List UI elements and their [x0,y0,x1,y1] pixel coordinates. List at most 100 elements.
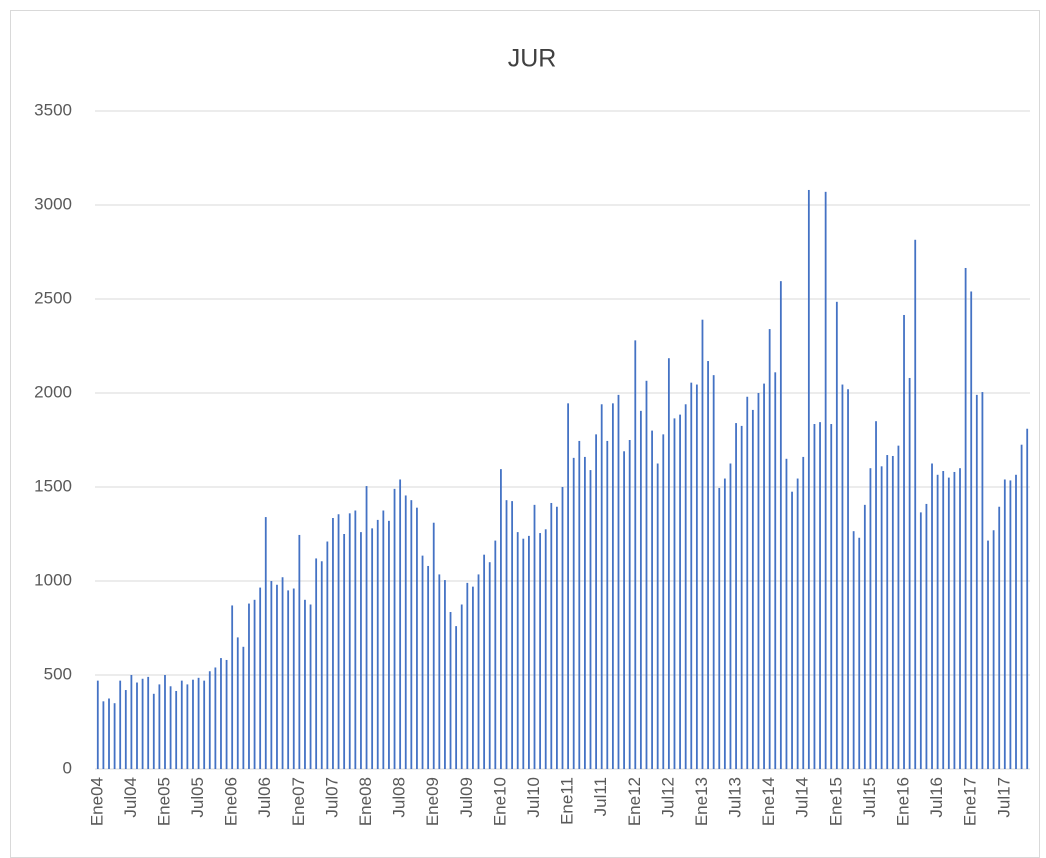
x-tick-label: Ene16 [894,777,913,826]
bar [897,445,900,769]
bar [197,677,200,769]
bar [427,565,430,769]
x-tick-label: Ene04 [87,777,106,826]
bar [130,675,133,769]
bar [1015,474,1017,769]
bar [813,424,816,769]
bar [332,518,334,769]
bar [192,679,194,769]
bar [925,503,928,769]
x-tick-label: Ene10 [490,777,509,826]
bar [595,434,597,769]
bar [998,506,1001,769]
bar [679,414,681,769]
x-tick-label: Ene07 [289,777,308,826]
bar [180,680,183,769]
bar [875,421,877,769]
bar [981,392,984,769]
bar [236,637,239,769]
bar [931,463,933,769]
x-tick-label: Jul05 [188,777,207,818]
bar [796,478,799,769]
bar [108,698,110,769]
bar [1026,428,1029,769]
bar [147,676,150,769]
bar [583,456,586,769]
bar [113,703,116,769]
bar [891,455,894,769]
bar [785,458,788,769]
bar [505,500,508,769]
bar [220,658,222,769]
bar [959,468,961,769]
y-tick-label: 2000 [34,382,72,401]
x-tick-label: Ene05 [154,777,173,826]
bar [270,581,273,769]
bar [908,377,911,769]
bar [298,534,301,769]
y-tick-label: 0 [63,758,72,777]
bar [354,510,357,769]
bar [248,603,250,769]
bar [600,404,603,769]
y-tick-label: 3000 [34,194,72,213]
bar [751,409,754,769]
bar [516,532,519,769]
bar [942,471,945,769]
x-tick-label: Ene13 [692,777,711,826]
bar [841,384,844,769]
bar [617,394,620,769]
bar [477,574,480,769]
y-tick-label: 1500 [34,476,72,495]
bar [735,423,737,769]
bar [421,555,424,769]
bar [208,671,211,769]
bar [863,504,866,769]
bar [186,684,189,769]
bar [315,558,318,769]
bar [264,517,267,769]
bar [309,604,312,769]
bar [500,469,502,769]
y-tick-label: 2500 [34,288,72,307]
bar [119,680,122,769]
bar [124,690,127,769]
bar [824,191,827,770]
x-tick-label: Ene15 [826,777,845,826]
bar [746,396,749,769]
bar [455,626,458,769]
bar [320,561,323,769]
bar [141,678,144,769]
bar [690,382,693,769]
bar [662,434,665,769]
bar [561,487,564,769]
x-tick-label: Ene12 [625,777,644,826]
bar [589,470,592,769]
bar [348,513,351,769]
y-tick-label: 500 [44,664,72,683]
bar [460,604,463,769]
bar [466,582,469,769]
bar [779,281,782,769]
bar [970,291,973,769]
bar [225,659,228,769]
bar [623,451,625,769]
bar [684,404,687,769]
bar [276,584,278,769]
bar [953,471,956,769]
bar [723,478,726,769]
bar [936,474,939,769]
bar [869,468,872,769]
bar [651,430,653,769]
x-tick-label: Jul11 [591,777,610,816]
bar [438,574,441,769]
bar [606,440,609,769]
bar [774,372,777,769]
x-tick-label: Jul04 [121,777,140,818]
bar [337,514,340,769]
bar [304,599,306,769]
bar [556,506,558,769]
bar [152,693,155,769]
bar [886,455,889,769]
